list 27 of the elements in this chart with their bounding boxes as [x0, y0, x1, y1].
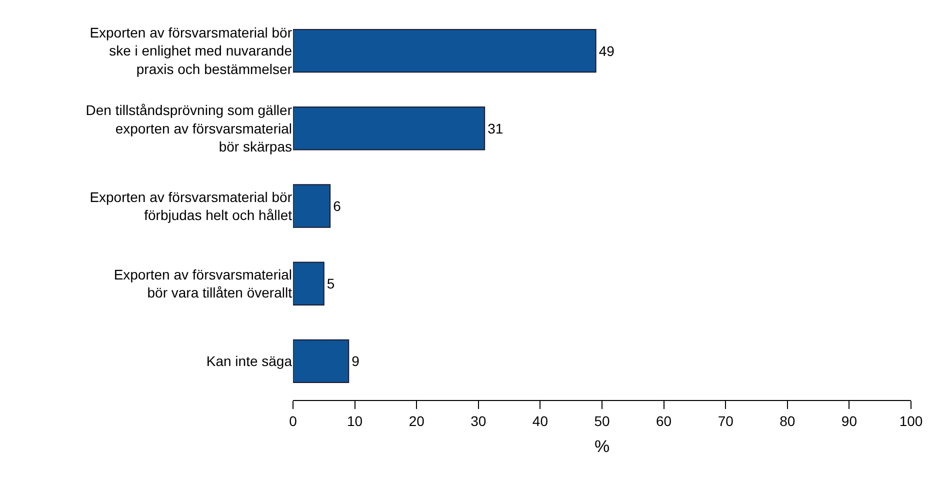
data-label: 6 — [333, 198, 342, 214]
x-tick-label: 70 — [718, 412, 734, 429]
data-label: 5 — [326, 276, 335, 292]
x-tick-label: 0 — [289, 412, 298, 429]
data-label: 49 — [598, 42, 615, 59]
y-tick-label: Den tillståndsprövning som gäller exporten av försvarsmaterial bör skärpas — [86, 102, 292, 154]
bar — [293, 262, 324, 306]
x-tick-label: 20 — [408, 412, 425, 429]
x-tick-label: 90 — [841, 412, 858, 429]
data-label: 9 — [352, 353, 360, 370]
x-tick-label: 80 — [780, 412, 796, 429]
x-tick-label: 30 — [470, 412, 486, 429]
y-tick-label: Kan inte säga — [206, 353, 292, 370]
bar — [293, 339, 350, 384]
x-tick-label: 60 — [656, 412, 672, 429]
bar — [293, 184, 331, 228]
x-tick-label: 10 — [347, 412, 363, 429]
bar — [293, 28, 596, 73]
x-tick-label: 100 — [899, 412, 923, 429]
y-tick-label: Exporten av försvarsmaterial bör förbjudas helt och hållet — [90, 188, 292, 223]
y-tick-label: Exporten av försvarsmaterial bör vara tillåten överallt — [114, 266, 292, 301]
x-tick-label: 40 — [532, 412, 548, 429]
data-label: 31 — [488, 120, 504, 136]
y-tick-label: Exporten av försvarsmaterial bör ske i enlighet med nuvarande praxis och bestämmelser — [90, 24, 292, 77]
x-axis-title: % — [594, 437, 610, 456]
bar — [293, 106, 486, 150]
x-tick-label: 50 — [594, 412, 610, 429]
